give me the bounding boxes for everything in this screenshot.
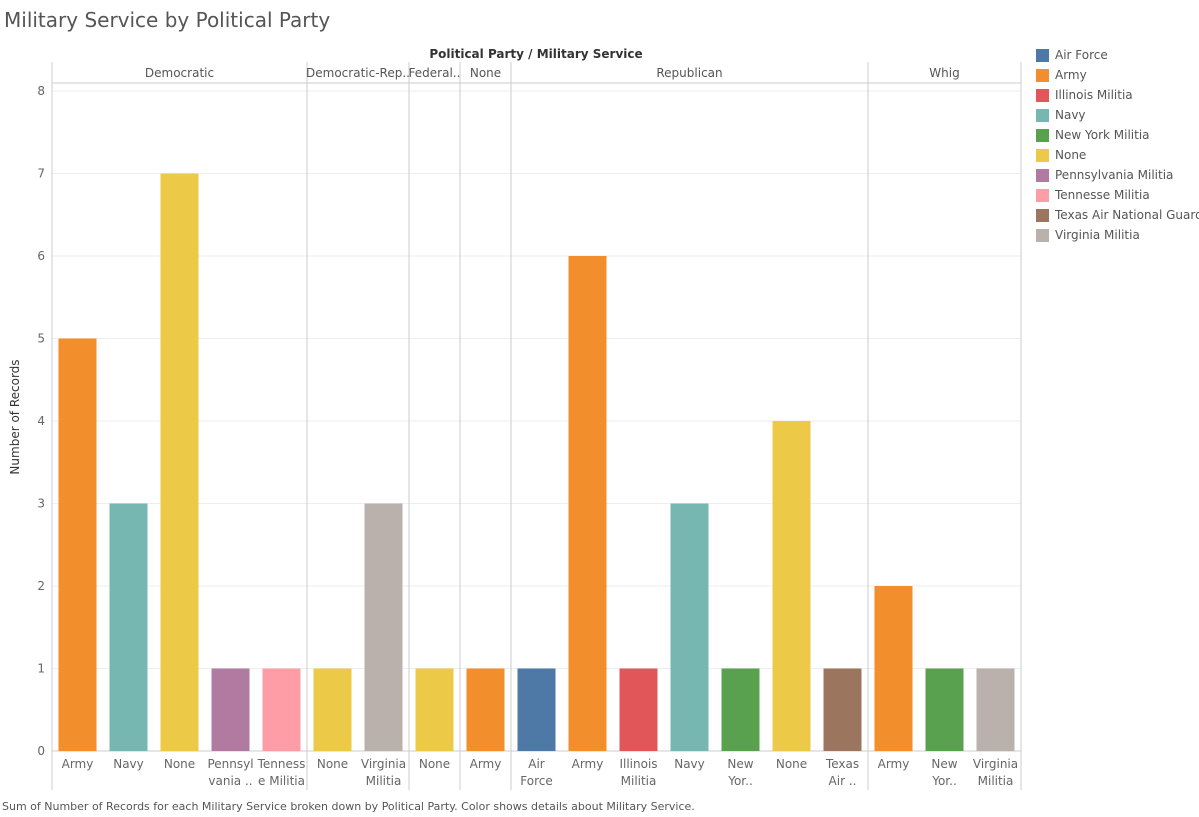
legend-item[interactable]: Pennsylvania Militia xyxy=(1036,165,1199,185)
x-tick-label: New xyxy=(727,757,753,771)
bar xyxy=(415,668,454,751)
bar xyxy=(619,668,658,751)
legend-swatch xyxy=(1036,228,1049,242)
y-tick-label: 3 xyxy=(37,497,45,511)
legend-label: Navy xyxy=(1055,108,1086,122)
x-tick-label: None xyxy=(776,757,807,771)
legend-swatch xyxy=(1036,48,1049,62)
bar xyxy=(823,668,862,751)
bar xyxy=(874,586,913,751)
legend-label: Air Force xyxy=(1055,48,1108,62)
y-axis-label: Number of Records xyxy=(8,359,22,474)
legend-label: New York Militia xyxy=(1055,128,1150,142)
legend-item[interactable]: Texas Air National Guard xyxy=(1036,205,1199,225)
x-tick-label: Texas xyxy=(825,757,859,771)
legend-item[interactable]: Illinois Militia xyxy=(1036,85,1199,105)
y-tick-label: 8 xyxy=(37,84,45,98)
group-header-label: Federal.. xyxy=(409,66,461,80)
y-tick-label: 5 xyxy=(37,332,45,346)
bar xyxy=(925,668,964,751)
legend-item[interactable]: Navy xyxy=(1036,105,1199,125)
legend-swatch xyxy=(1036,188,1049,202)
legend-label: Tennesse Militia xyxy=(1055,188,1150,202)
x-tick-label: New xyxy=(931,757,957,771)
x-tick-label: Militia xyxy=(366,774,402,788)
group-header-label: Republican xyxy=(656,66,722,80)
x-tick-label: None xyxy=(317,757,348,771)
bar xyxy=(568,256,607,751)
legend-item[interactable]: Tennesse Militia xyxy=(1036,185,1199,205)
x-tick-label: Tenness xyxy=(257,757,306,771)
legend-swatch xyxy=(1036,208,1049,222)
legend-label: Virginia Militia xyxy=(1055,228,1140,242)
header-title: Political Party / Military Service xyxy=(429,47,642,61)
x-tick-label: None xyxy=(164,757,195,771)
x-tick-label: Yor.. xyxy=(931,774,957,788)
x-tick-label: Army xyxy=(878,757,910,771)
x-tick-label: Virginia xyxy=(361,757,406,771)
bar xyxy=(466,668,505,751)
bar xyxy=(313,668,352,751)
x-tick-label: Militia xyxy=(621,774,657,788)
legend-label: Illinois Militia xyxy=(1055,88,1133,102)
bar xyxy=(670,503,709,751)
bar xyxy=(160,173,199,751)
legend-label: Pennsylvania Militia xyxy=(1055,168,1174,182)
x-tick-label: None xyxy=(419,757,450,771)
x-tick-label: Virginia xyxy=(973,757,1018,771)
legend-label: Army xyxy=(1055,68,1087,82)
chart-title: Military Service by Political Party xyxy=(4,8,331,32)
y-tick-label: 0 xyxy=(37,744,45,758)
group-header-label: Democratic-Rep.. xyxy=(306,66,410,80)
legend-swatch xyxy=(1036,108,1049,122)
x-tick-label: Army xyxy=(470,757,502,771)
legend-swatch xyxy=(1036,148,1049,162)
bar xyxy=(58,338,97,751)
group-header-label: Whig xyxy=(929,66,959,80)
y-tick-label: 6 xyxy=(37,249,45,263)
bar xyxy=(517,668,556,751)
legend-label: Texas Air National Guard xyxy=(1055,208,1199,222)
legend-item[interactable]: New York Militia xyxy=(1036,125,1199,145)
bar xyxy=(211,668,250,751)
legend-label: None xyxy=(1055,148,1087,162)
legend-item[interactable]: Air Force xyxy=(1036,45,1199,65)
bar xyxy=(976,668,1015,751)
x-tick-label: Army xyxy=(62,757,94,771)
y-tick-label: 2 xyxy=(37,579,45,593)
legend: Air Force Army Illinois Militia Navy New Yor… xyxy=(1036,45,1199,245)
legend-swatch xyxy=(1036,68,1049,82)
x-tick-label: Militia xyxy=(978,774,1014,788)
bar xyxy=(262,668,301,751)
x-tick-label: Illinois xyxy=(619,757,657,771)
x-tick-label: Pennsyl xyxy=(207,757,253,771)
bar xyxy=(109,503,148,751)
x-tick-label: vania .. xyxy=(208,774,252,788)
y-tick-label: 1 xyxy=(37,662,45,676)
x-tick-label: Force xyxy=(520,774,552,788)
legend-swatch xyxy=(1036,168,1049,182)
group-header-label: Democratic xyxy=(145,66,214,80)
x-tick-label: Navy xyxy=(674,757,705,771)
bar xyxy=(364,503,403,751)
legend-swatch xyxy=(1036,128,1049,142)
chart-caption: Sum of Number of Records for each Milita… xyxy=(2,800,695,813)
x-tick-label: Army xyxy=(572,757,604,771)
x-tick-label: Yor.. xyxy=(727,774,753,788)
x-tick-label: Navy xyxy=(113,757,144,771)
y-tick-label: 7 xyxy=(37,167,45,181)
legend-item[interactable]: Army xyxy=(1036,65,1199,85)
bar xyxy=(772,421,811,751)
x-tick-label: Air .. xyxy=(829,774,857,788)
group-header-label: None xyxy=(470,66,501,80)
bar xyxy=(721,668,760,751)
x-tick-label: e Militia xyxy=(258,774,305,788)
y-tick-label: 4 xyxy=(37,414,45,428)
legend-swatch xyxy=(1036,88,1049,102)
legend-item[interactable]: Virginia Militia xyxy=(1036,225,1199,245)
x-tick-label: Air xyxy=(528,757,545,771)
legend-item[interactable]: None xyxy=(1036,145,1199,165)
